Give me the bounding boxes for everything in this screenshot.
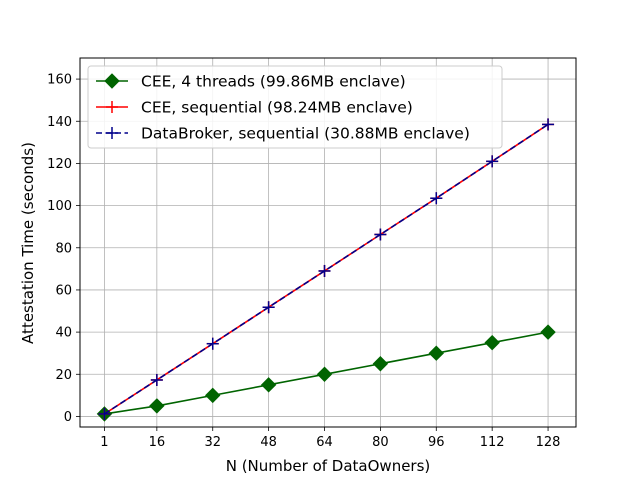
x-tick-label: 64	[316, 435, 333, 450]
data-point-diamond	[540, 324, 556, 340]
x-tick-label: 1	[100, 435, 108, 450]
y-tick-label: 0	[64, 410, 72, 425]
series-layer	[96, 118, 556, 422]
data-point-diamond	[372, 356, 389, 372]
data-point-plus	[106, 127, 118, 139]
data-point-plus	[206, 337, 219, 350]
x-tick-label: 112	[480, 435, 505, 450]
data-point-plus	[106, 101, 118, 113]
x-tick-label: 48	[260, 435, 277, 450]
series-0	[96, 324, 556, 422]
x-axis-ticks: 1 16 32 48 64 80 96 112 128	[100, 427, 560, 450]
data-point-plus	[150, 373, 163, 386]
data-point-diamond	[104, 73, 120, 89]
legend-label: DataBroker, sequential (30.88MB enclave)	[141, 125, 470, 143]
legend-label: CEE, sequential (98.24MB enclave)	[141, 99, 413, 117]
data-point-plus	[374, 228, 387, 241]
legend-entry-0: CEE, 4 threads (99.86MB enclave)	[96, 73, 406, 91]
data-point-plus	[486, 155, 499, 168]
y-tick-label: 20	[55, 368, 72, 383]
series-2	[98, 118, 555, 420]
plot-frame	[79, 57, 577, 428]
y-axis-ticks: 0 20 40 60 80 100 120 140 160	[47, 73, 80, 425]
data-point-plus	[542, 118, 555, 131]
data-point-plus	[98, 407, 111, 420]
y-tick-label: 60	[55, 283, 72, 298]
data-point-diamond	[205, 387, 221, 404]
y-axis-label: Attestation Time (seconds)	[19, 142, 37, 344]
data-point-diamond	[149, 398, 165, 414]
x-tick-label: 16	[149, 435, 166, 450]
y-tick-label: 160	[47, 73, 72, 88]
y-tick-label: 40	[55, 326, 72, 341]
y-tick-label: 80	[55, 241, 72, 256]
data-point-diamond	[316, 366, 333, 382]
x-tick-label: 96	[428, 435, 445, 450]
x-tick-label: 80	[372, 435, 389, 450]
legend-entry-1: CEE, sequential (98.24MB enclave)	[96, 99, 413, 117]
legend-entry-2: DataBroker, sequential (30.88MB enclave)	[96, 125, 470, 143]
x-tick-label: 32	[204, 435, 221, 450]
data-point-plus	[430, 192, 443, 205]
data-point-plus	[318, 264, 331, 277]
y-tick-label: 140	[47, 115, 72, 130]
x-axis-label: N (Number of DataOwners)	[226, 457, 431, 475]
data-point-diamond	[260, 377, 277, 393]
legend-label: CEE, 4 threads (99.86MB enclave)	[141, 73, 406, 91]
x-tick-label: 128	[536, 435, 561, 450]
y-tick-label: 120	[47, 157, 72, 172]
y-tick-label: 100	[47, 199, 72, 214]
legend: CEE, 4 threads (99.86MB enclave) CEE, seq…	[87, 65, 503, 149]
data-point-diamond	[484, 334, 500, 351]
data-point-plus	[262, 301, 275, 314]
legend-box	[87, 65, 503, 149]
data-point-diamond	[428, 345, 444, 361]
